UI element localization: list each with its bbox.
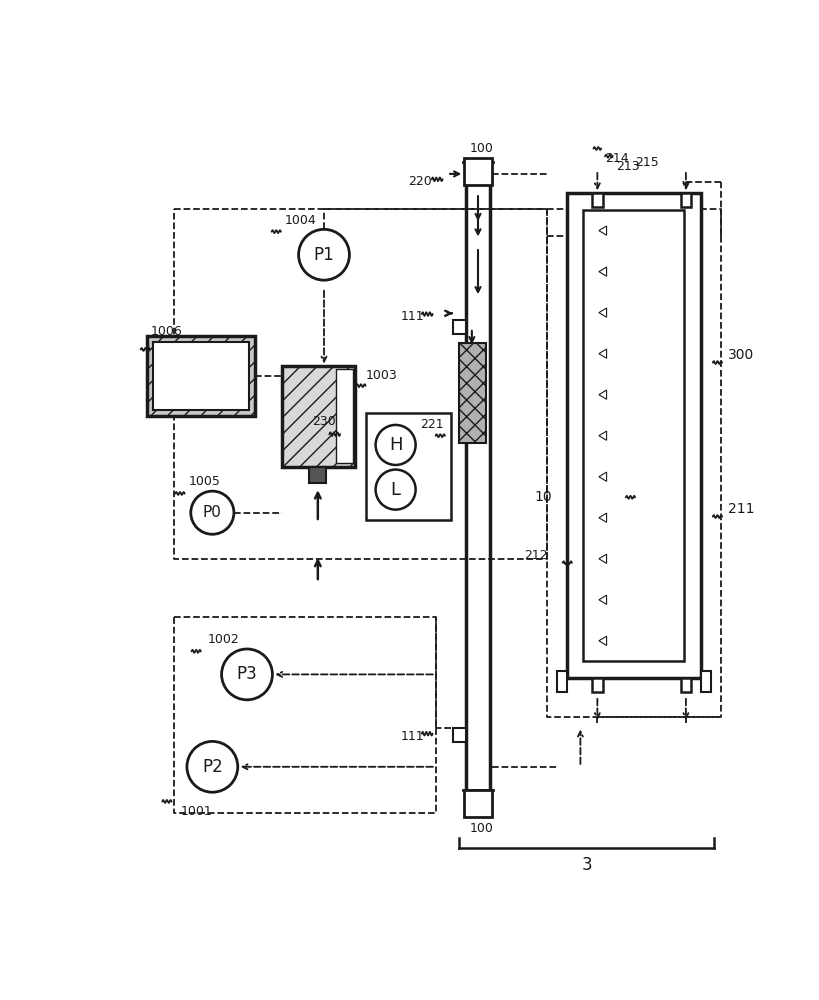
Bar	[153, 342, 248, 410]
Polygon shape	[598, 267, 606, 276]
Text: 1002: 1002	[208, 633, 239, 646]
Polygon shape	[598, 554, 606, 563]
Text: 3: 3	[581, 856, 591, 874]
Text: H: H	[388, 436, 402, 454]
Circle shape	[187, 741, 238, 792]
Text: P1: P1	[313, 246, 334, 264]
Bar	[591, 193, 602, 207]
Circle shape	[191, 491, 233, 534]
Bar	[452, 320, 466, 334]
Polygon shape	[598, 595, 606, 604]
Text: 221: 221	[419, 418, 443, 431]
Text: 1001: 1001	[181, 805, 213, 818]
Text: 215: 215	[635, 156, 658, 169]
Bar	[680, 678, 690, 692]
Polygon shape	[598, 226, 606, 235]
Text: 100: 100	[469, 142, 493, 155]
Bar	[458, 343, 485, 443]
Circle shape	[221, 649, 272, 700]
Text: 111: 111	[400, 730, 424, 742]
Text: 214: 214	[604, 152, 628, 165]
Text: 1005: 1005	[188, 475, 220, 488]
Bar	[566, 193, 700, 678]
Bar	[680, 193, 690, 207]
Circle shape	[298, 229, 349, 280]
Text: 10: 10	[534, 490, 551, 504]
Circle shape	[375, 470, 415, 510]
Bar	[557, 671, 566, 692]
Polygon shape	[598, 308, 606, 317]
Text: 230: 230	[312, 415, 336, 428]
Bar	[366, 413, 450, 520]
Text: 211: 211	[727, 502, 753, 516]
Text: 1003: 1003	[365, 369, 397, 382]
Bar	[700, 671, 710, 692]
Polygon shape	[598, 431, 606, 440]
Circle shape	[375, 425, 415, 465]
Bar	[464, 790, 491, 817]
Bar	[309, 466, 326, 483]
Polygon shape	[598, 636, 606, 645]
Text: P2: P2	[201, 758, 223, 776]
Text: P3: P3	[237, 665, 257, 683]
Bar	[336, 369, 353, 463]
Text: 111: 111	[400, 310, 424, 323]
Text: P0: P0	[202, 505, 221, 520]
Text: 100: 100	[469, 822, 493, 835]
Bar	[281, 366, 355, 466]
Bar	[464, 158, 491, 185]
Bar	[591, 678, 602, 692]
Text: 220: 220	[408, 175, 432, 188]
Bar	[583, 210, 684, 661]
Text: L: L	[390, 481, 400, 499]
Text: 1004: 1004	[285, 214, 316, 227]
Text: 300: 300	[727, 348, 753, 362]
Text: 212: 212	[523, 549, 547, 562]
Bar	[452, 728, 466, 742]
Polygon shape	[598, 390, 606, 399]
Polygon shape	[598, 349, 606, 358]
Bar	[147, 336, 255, 416]
Polygon shape	[598, 513, 606, 522]
Polygon shape	[598, 472, 606, 481]
Text: 213: 213	[616, 160, 640, 173]
Text: 1006: 1006	[150, 325, 182, 338]
